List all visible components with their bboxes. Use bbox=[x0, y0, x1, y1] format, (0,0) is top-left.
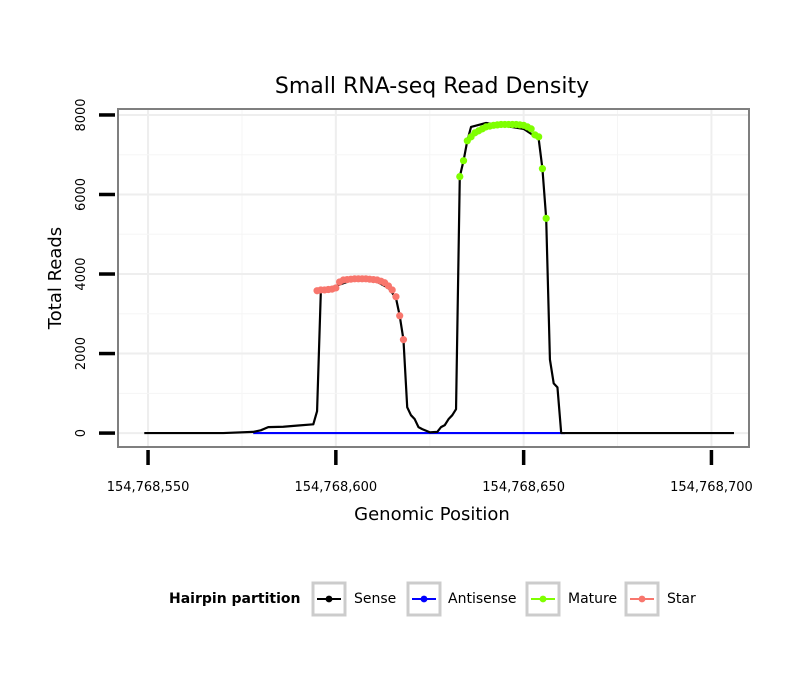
x-tick-label: 154,768,600 bbox=[294, 480, 377, 495]
legend-label: Antisense bbox=[448, 591, 517, 607]
legend-key-point bbox=[638, 595, 646, 603]
data-point-mature bbox=[538, 165, 547, 173]
panel-border bbox=[117, 108, 750, 448]
series-line-sense bbox=[144, 121, 734, 435]
series-points bbox=[313, 120, 550, 344]
x-tick-label: 154,768,550 bbox=[107, 480, 190, 495]
y-tick-label: 8000 bbox=[74, 98, 89, 131]
chart-title: Small RNA-seq Read Density bbox=[275, 74, 589, 99]
data-point-star bbox=[388, 286, 396, 294]
legend-title: Hairpin partition bbox=[169, 591, 300, 607]
y-tick-label: 0 bbox=[74, 429, 89, 437]
plot-panel bbox=[118, 109, 749, 447]
legend-key-point bbox=[420, 595, 428, 603]
legend-key-point bbox=[539, 595, 547, 603]
data-point-mature bbox=[527, 125, 535, 133]
y-tick-label: 2000 bbox=[74, 337, 89, 370]
data-point-mature bbox=[542, 214, 550, 222]
x-tick-label: 154,768,700 bbox=[670, 480, 753, 495]
series-lines bbox=[144, 121, 734, 435]
y-tick-label: 4000 bbox=[74, 257, 89, 290]
data-point-mature bbox=[459, 157, 468, 165]
y-axis-title: Total Reads bbox=[45, 227, 66, 330]
data-point-mature bbox=[456, 173, 464, 181]
y-tick-label: 6000 bbox=[74, 178, 89, 211]
x-axis: 154,768,550 154,768,600 154,768,650 154,768… bbox=[107, 450, 753, 495]
data-point-mature bbox=[535, 133, 543, 141]
y-axis: 0 2000 4000 6000 8000 bbox=[74, 98, 115, 437]
data-point-star bbox=[396, 312, 404, 320]
legend: Hairpin partition Sense Antisense Mature St… bbox=[169, 581, 696, 617]
x-axis-title: Genomic Position bbox=[354, 504, 510, 525]
legend-label: Sense bbox=[354, 591, 396, 607]
data-point-star bbox=[399, 336, 408, 344]
x-tick-label: 154,768,650 bbox=[482, 480, 565, 495]
data-point-star bbox=[332, 284, 340, 292]
plot-background bbox=[118, 109, 749, 447]
legend-label: Mature bbox=[568, 591, 617, 607]
legend-label: Star bbox=[667, 591, 696, 607]
legend-key-point bbox=[325, 595, 333, 603]
data-point-star bbox=[392, 293, 400, 301]
legend-items: Sense Antisense Mature Star bbox=[311, 581, 696, 617]
plot-border bbox=[117, 108, 750, 448]
